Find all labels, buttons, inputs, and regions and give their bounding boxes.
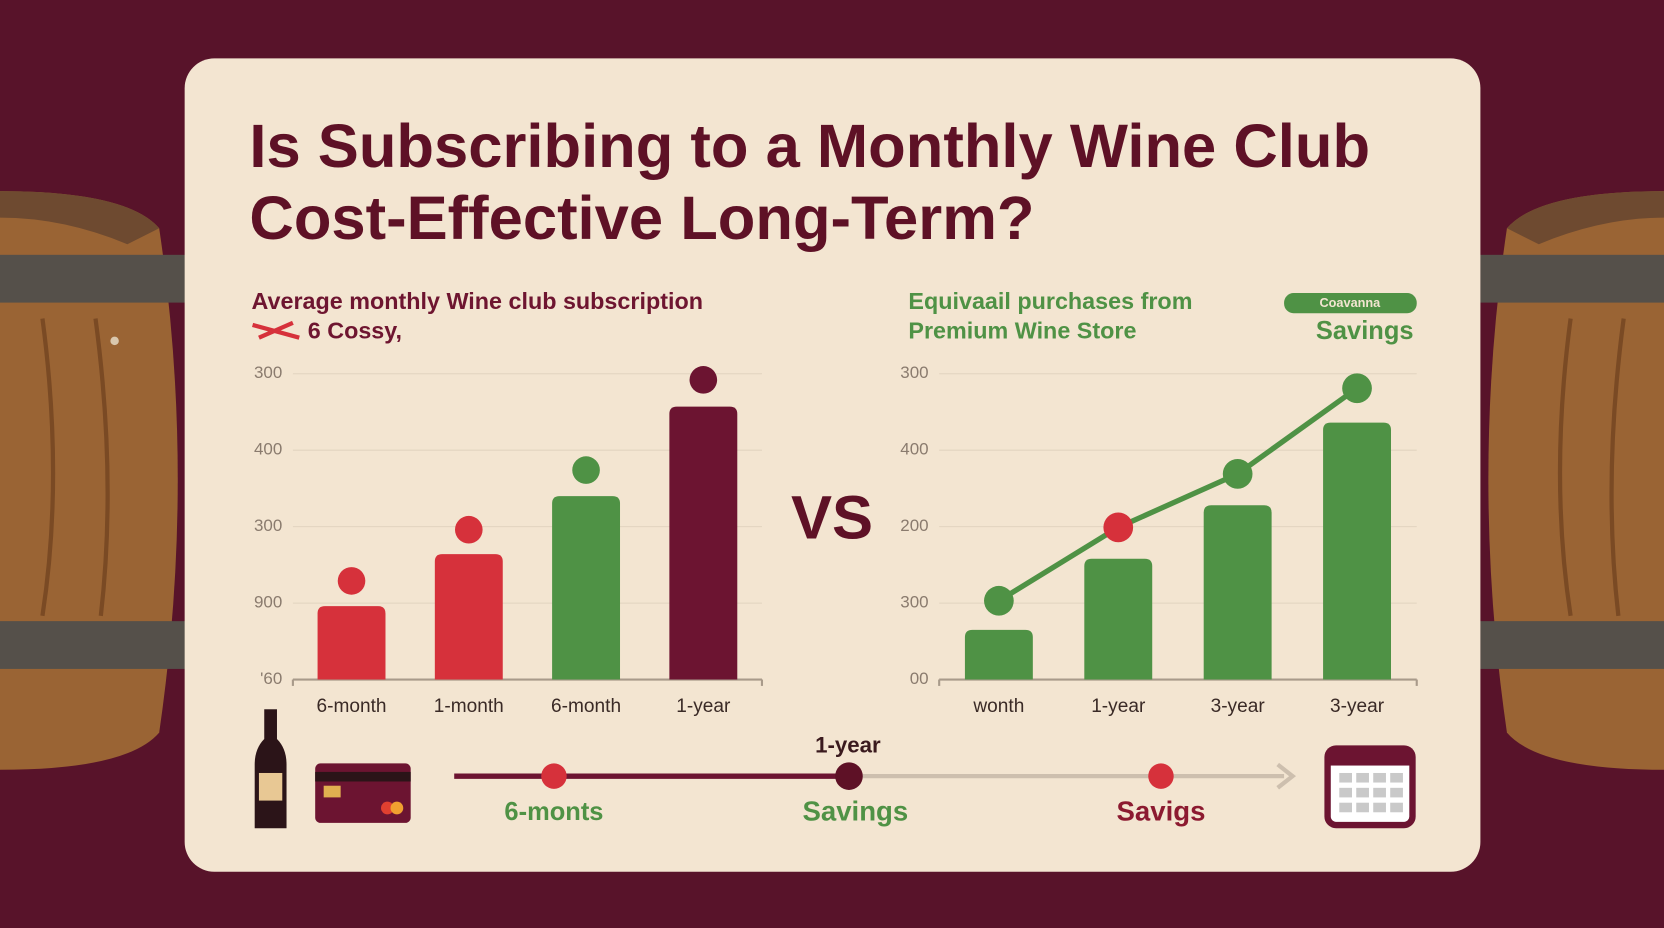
x-tick-label: 3-year bbox=[1330, 696, 1385, 717]
x-tick-label: 1-month bbox=[434, 696, 504, 717]
y-tick-label: 300 bbox=[900, 363, 928, 382]
bar bbox=[1084, 558, 1153, 680]
dot bbox=[572, 456, 600, 484]
scribble bbox=[252, 320, 300, 340]
annotation: Savings bbox=[1316, 317, 1414, 345]
timeline-label: Savings bbox=[802, 796, 908, 827]
timeline-label: 6-monts bbox=[504, 798, 603, 826]
x-tick-label: 6-month bbox=[551, 696, 621, 717]
timeline-label: Savigs bbox=[1117, 796, 1206, 827]
timeline-arrow bbox=[1276, 762, 1297, 790]
x-tick-label: wonth bbox=[972, 696, 1024, 717]
y-tick-label: '60 bbox=[260, 669, 282, 688]
bar bbox=[552, 496, 621, 680]
timeline-dot bbox=[541, 763, 567, 789]
barrel-right bbox=[1480, 191, 1664, 770]
subtitle: Average monthly Wine club subscription bbox=[252, 288, 703, 314]
x-tick-label: 1-year bbox=[676, 696, 731, 717]
badge bbox=[1284, 293, 1417, 314]
timeline-label: 1-year bbox=[815, 732, 881, 757]
dot bbox=[337, 567, 366, 595]
dot bbox=[1103, 512, 1134, 543]
line bbox=[997, 386, 1359, 604]
bar bbox=[1203, 505, 1272, 680]
bar bbox=[434, 554, 503, 680]
dot bbox=[984, 585, 1014, 616]
subtitle: Premium Wine Store bbox=[908, 318, 1136, 344]
y-tick-label: 300 bbox=[900, 593, 928, 612]
barrel-left bbox=[0, 191, 186, 770]
title-line: Is Subscribing to a Monthly Wine Club bbox=[249, 112, 1370, 181]
y-tick-label: 400 bbox=[254, 440, 282, 459]
bar bbox=[669, 406, 738, 680]
panel bbox=[184, 58, 1481, 872]
vs-label: VS bbox=[791, 484, 873, 553]
bottle-icon bbox=[254, 709, 287, 829]
y-tick-label: 300 bbox=[254, 516, 282, 535]
y-tick-label: 900 bbox=[254, 593, 282, 612]
x-tick-label: 6-month bbox=[317, 696, 387, 717]
dot bbox=[1342, 373, 1372, 404]
y-tick-label: 300 bbox=[254, 363, 282, 382]
y-tick-label: 200 bbox=[900, 516, 928, 535]
bar bbox=[964, 629, 1033, 680]
dot bbox=[455, 515, 483, 544]
y-tick-label: 00 bbox=[910, 669, 929, 688]
subtitle: 6 Cossy, bbox=[308, 318, 402, 344]
subtitle: Equivaail purchases from bbox=[908, 288, 1192, 314]
title-line: Cost-Effective Long-Term? bbox=[249, 184, 1034, 253]
badge-text: Coavanna bbox=[1319, 295, 1381, 310]
card-icon bbox=[315, 763, 411, 823]
x-tick-label: 1-year bbox=[1091, 696, 1146, 717]
bar bbox=[317, 606, 386, 680]
dot bbox=[689, 366, 718, 394]
y-tick-label: 400 bbox=[900, 440, 928, 459]
timeline-dot bbox=[1148, 763, 1174, 789]
x-tick-label: 3-year bbox=[1211, 696, 1266, 717]
calendar-icon bbox=[1324, 745, 1416, 829]
dot bbox=[1222, 459, 1253, 489]
timeline-dot bbox=[835, 762, 863, 790]
bar bbox=[1323, 422, 1391, 680]
